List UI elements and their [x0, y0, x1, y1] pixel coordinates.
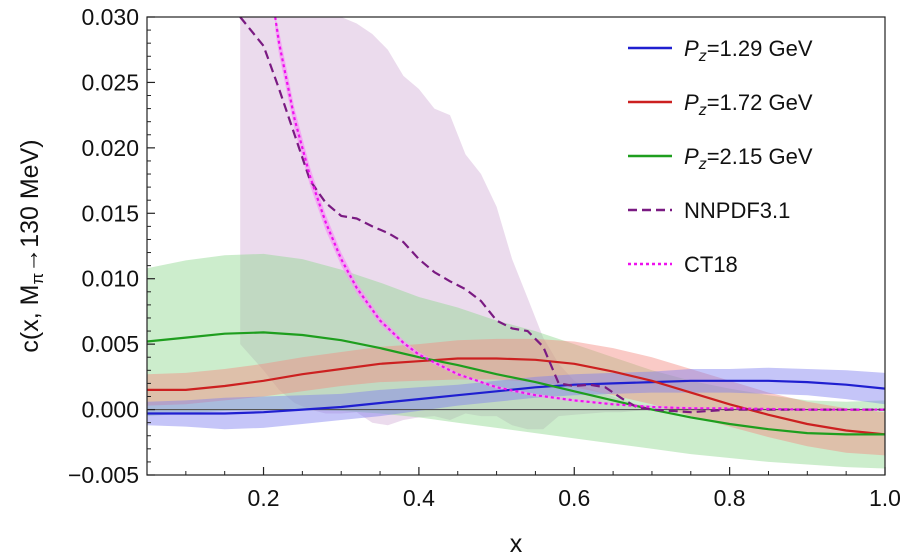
y-tick-label: 0.015	[81, 200, 139, 226]
plot-border	[146, 16, 886, 476]
band-series-2	[147, 338, 885, 456]
legend: Pz=1.29 GeV Pz=1.72 GeV Pz=2.15 GeV NNPDF3.…	[628, 36, 813, 277]
y-axis-title-tail: →130 MeV)	[16, 139, 44, 272]
line-series-2	[147, 357, 885, 436]
line-series-1	[147, 379, 885, 415]
band-series-3	[147, 253, 885, 469]
x-axis-ticks: 0.2 0.4 0.6 0.8 1.0	[185, 467, 901, 511]
y-axis-ticks: −0.005 0.000 0.005 0.010 0.015 0.020 0.025 0.03…	[68, 4, 155, 488]
legend-label-3: Pz=2.15 GeV	[684, 144, 813, 173]
y-tick-label: 0.020	[81, 135, 139, 161]
band-series-1	[147, 367, 885, 430]
x-tick-label: 1.0	[869, 485, 901, 511]
y-tick-label: 0.025	[81, 69, 139, 95]
x-axis-title: x	[510, 530, 523, 558]
legend-label-2: Pz=1.72 GeV	[684, 90, 813, 119]
legend-label-5: CT18	[684, 252, 738, 277]
y-tick-label: 0.010	[81, 266, 139, 292]
band-series-4	[240, 17, 885, 430]
line-series-4	[239, 17, 885, 414]
y-tick-label: 0.005	[81, 331, 139, 357]
x-tick-label: 0.4	[403, 485, 435, 511]
y-tick-label: −0.005	[68, 462, 139, 488]
line-series-5	[274, 17, 885, 411]
y-axis-title: c(x, Mπ→130 MeV)	[16, 139, 47, 352]
y-axis-title-subscript: π	[28, 273, 47, 285]
y-tick-label: 0.030	[81, 4, 139, 30]
plot-frame	[146, 16, 886, 476]
legend-label-1: Pz=1.29 GeV	[684, 36, 813, 65]
y-axis-title-main: c(x, M	[16, 285, 44, 353]
y-tick-label: 0.000	[81, 397, 139, 423]
line-series-3	[147, 331, 885, 436]
x-tick-label: 0.2	[248, 485, 280, 511]
x-tick-label: 0.8	[714, 485, 746, 511]
uncertainty-bands	[147, 17, 885, 469]
legend-label-4: NNPDF3.1	[684, 198, 790, 223]
x-tick-label: 0.6	[558, 485, 590, 511]
series-lines	[147, 17, 885, 436]
